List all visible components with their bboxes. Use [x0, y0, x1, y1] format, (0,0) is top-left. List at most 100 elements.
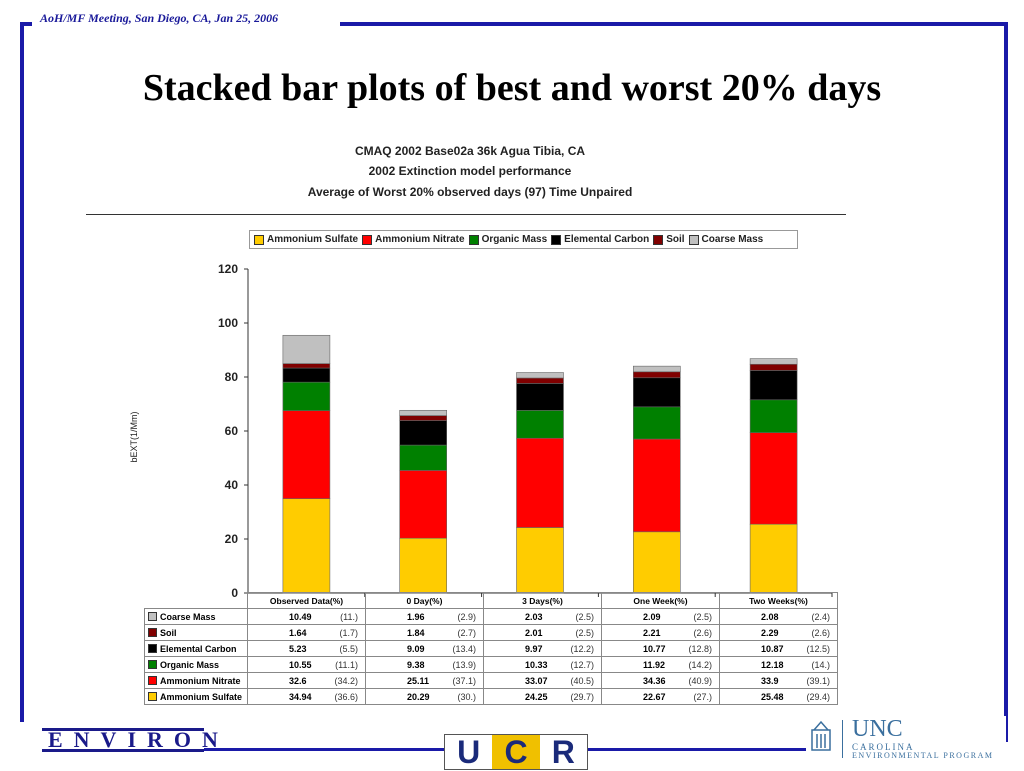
- cell-value: 11.92: [643, 659, 666, 670]
- legend-label: Ammonium Sulfate: [267, 234, 359, 245]
- table-cell: 1.96 (2.9): [365, 608, 484, 625]
- table-row-header: Coarse Mass: [144, 608, 248, 625]
- cell-percent: (39.1): [806, 675, 830, 686]
- table-cell: 2.29 (2.6): [719, 624, 838, 641]
- frame-top-left: [20, 22, 32, 26]
- cell-value: 34.94: [289, 691, 312, 702]
- cell-value: 2.21: [643, 627, 661, 638]
- table-row-header: Elemental Carbon: [144, 640, 248, 657]
- table-cell: 9.09 (13.4): [365, 640, 484, 657]
- table-row: Coarse Mass 10.49 (11.) 1.96 (2.9) 2.03 (2.5) 2…: [144, 608, 838, 625]
- chart-subtitle-1: 2002 Extinction model performance: [368, 164, 572, 178]
- bar-segment-coarse-mass: [516, 372, 564, 379]
- table-cell: 5.23 (5.5): [247, 640, 366, 657]
- cell-value: 2.03: [525, 611, 543, 622]
- cell-percent: (2.6): [693, 627, 712, 638]
- row-swatch: [148, 643, 157, 653]
- unc-divider: [842, 720, 843, 758]
- table-column-header: Two Weeks(%): [719, 592, 838, 609]
- cell-value: 10.77: [643, 643, 666, 654]
- legend-label: Ammonium Nitrate: [375, 234, 465, 245]
- table-cell: 1.64 (1.7): [247, 624, 366, 641]
- bar-segment-ammonium-sulfate: [749, 523, 798, 594]
- bar-segment-ammonium-sulfate: [516, 527, 564, 594]
- row-label: Organic Mass: [160, 659, 220, 670]
- cell-percent: (13.4): [452, 643, 476, 654]
- cell-percent: (2.5): [575, 611, 594, 622]
- bell-tower-icon: [811, 720, 831, 751]
- bar-segment-coarse-mass: [399, 409, 448, 416]
- cell-value: 9.09: [407, 643, 425, 654]
- table-cell: 10.55 (11.1): [247, 656, 366, 673]
- table-cell: 24.25 (29.7): [483, 688, 602, 705]
- legend-swatch: [362, 234, 373, 245]
- cell-percent: (40.5): [570, 675, 594, 686]
- cell-percent: (2.5): [575, 627, 594, 638]
- table-cell: 2.09 (2.5): [601, 608, 720, 625]
- legend-swatch: [254, 234, 264, 245]
- legend-label: Organic Mass: [481, 234, 548, 245]
- y-tick-label: 80: [225, 370, 239, 384]
- legend-item-ammonium-sulfate: Ammonium Sulfate: [254, 234, 358, 245]
- cell-percent: (12.7): [570, 659, 594, 670]
- ucr-letter-c: C: [492, 734, 540, 770]
- cell-value: 2.09: [643, 611, 661, 622]
- table-cell: 33.07 (40.5): [483, 672, 602, 689]
- table-cell: 10.77 (12.8): [601, 640, 720, 657]
- bar-segment-ammonium-sulfate: [282, 498, 331, 594]
- frame-right: [1004, 22, 1008, 742]
- legend-swatch: [653, 234, 664, 245]
- frame-bottom: [204, 748, 444, 751]
- legend-item-ammonium-nitrate: Ammonium Nitrate: [362, 234, 465, 245]
- table-header-row: Observed Data(%) 0 Day(%) 3 Days(%) One Wee…: [144, 592, 838, 609]
- bar-segment-elemental-carbon: [516, 383, 564, 411]
- table-row-header: Ammonium Sulfate: [144, 688, 248, 705]
- row-swatch: [148, 659, 157, 669]
- bar-segment-soil: [749, 363, 798, 371]
- cell-percent: (27.): [693, 691, 712, 702]
- ucr-letter-u: U: [445, 734, 493, 770]
- cell-value: 1.64: [289, 627, 307, 638]
- bar-segment-coarse-mass: [632, 365, 681, 373]
- y-tick-label: 100: [218, 316, 238, 330]
- unc-wordmark: UNC: [852, 716, 903, 742]
- cell-value: 10.87: [761, 643, 784, 654]
- legend-label: Elemental Carbon: [564, 234, 650, 245]
- bar-segment-ammonium-nitrate: [749, 432, 798, 525]
- frame-left: [20, 22, 24, 722]
- cell-percent: (11.1): [335, 659, 358, 670]
- legend-label: Soil: [666, 234, 685, 245]
- row-swatch: [148, 691, 157, 701]
- table-cell: 20.29 (30.): [365, 688, 484, 705]
- row-swatch: [148, 627, 157, 637]
- cell-value: 9.38: [407, 659, 425, 670]
- legend-item-organic-mass: Organic Mass: [468, 234, 548, 245]
- cell-percent: (14.2): [688, 659, 712, 670]
- bar-segment-elemental-carbon: [399, 420, 448, 446]
- bar-segment-ammonium-nitrate: [282, 410, 331, 499]
- bar-segment-soil: [516, 377, 564, 384]
- cell-value: 10.55: [289, 659, 312, 670]
- table-cell: 10.33 (12.7): [483, 656, 602, 673]
- table-cell: 22.67 (27.): [601, 688, 720, 705]
- ucr-letter-r: R: [539, 734, 587, 770]
- cell-percent: (36.6): [334, 691, 358, 702]
- cell-percent: (37.1): [452, 675, 476, 686]
- bar-segment-elemental-carbon: [282, 367, 331, 383]
- row-label: Coarse Mass: [160, 611, 216, 622]
- unc-subtitle-1: CAROLINA: [852, 742, 915, 752]
- table-cell: 33.9 (39.1): [719, 672, 838, 689]
- bar-segment-ammonium-sulfate: [399, 537, 448, 594]
- y-tick-label: 20: [225, 532, 239, 546]
- cell-value: 10.33: [525, 659, 548, 670]
- cell-percent: (2.6): [811, 627, 830, 638]
- bar-segment-soil: [399, 415, 448, 421]
- cell-value: 33.9: [761, 675, 779, 686]
- bar-segment-organic-mass: [516, 410, 564, 439]
- cell-percent: (34.2): [334, 675, 358, 686]
- cell-percent: (2.5): [693, 611, 712, 622]
- row-swatch: [148, 675, 157, 685]
- ucr-logo: U C R: [444, 734, 588, 770]
- chart-divider: [86, 214, 846, 215]
- cell-percent: (13.9): [452, 659, 476, 670]
